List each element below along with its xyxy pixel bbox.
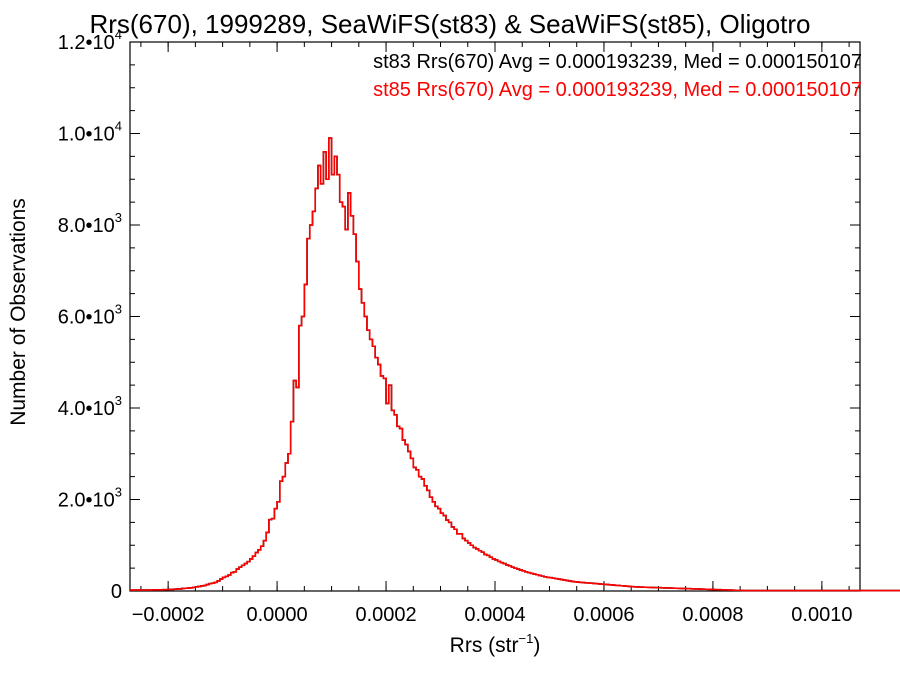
series-layer bbox=[130, 137, 900, 592]
x-axis-label: Rrs (str−1) bbox=[450, 631, 541, 657]
x-tick-label: 0.0010 bbox=[791, 604, 852, 626]
x-tick-label: 0.0000 bbox=[247, 604, 308, 626]
x-tick-label: 0.0006 bbox=[573, 604, 634, 626]
y-tick-label: 4.0•103 bbox=[58, 393, 122, 420]
chart-title: Rrs(670), 1999289, SeaWiFS(st83) & SeaWi… bbox=[89, 9, 810, 39]
stats-annotation-st85: st85 Rrs(670) Avg = 0.000193239, Med = 0… bbox=[373, 79, 862, 101]
histogram-series-st83 bbox=[130, 137, 900, 592]
y-tick-label: 6.0•103 bbox=[58, 302, 122, 329]
y-axis-label: Number of Observations bbox=[7, 198, 30, 426]
plot-frame bbox=[129, 41, 861, 592]
y-axis: 0 2.0•103 4.0•103 6.0•103 8.0•103 1.0•104 1.2•… bbox=[58, 27, 860, 603]
x-tick-label: 0.0002 bbox=[355, 604, 416, 626]
x-axis-label-text: Rrs (str bbox=[450, 634, 519, 657]
x-tick-label: −0.0002 bbox=[132, 604, 205, 626]
x-axis-label-superscript: −1 bbox=[519, 631, 534, 646]
x-tick-label: 0.0008 bbox=[682, 604, 743, 626]
histogram-series-st85 bbox=[130, 137, 900, 592]
plot-area: −0.0002 0.0000 0.0002 0.0004 0.0006 0.0008 0.0… bbox=[58, 27, 900, 626]
y-tick-label: 8.0•103 bbox=[58, 210, 122, 237]
x-axis: −0.0002 0.0000 0.0002 0.0004 0.0006 0.0008 0.0… bbox=[132, 42, 852, 626]
y-tick-label: 1.0•104 bbox=[58, 119, 122, 146]
y-tick-label: 0 bbox=[111, 581, 122, 603]
y-tick-label: 2.0•103 bbox=[58, 485, 122, 512]
x-tick-label: 0.0004 bbox=[464, 604, 525, 626]
x-axis-label-close: ) bbox=[533, 634, 540, 657]
stats-annotation-st83: st83 Rrs(670) Avg = 0.000193239, Med = 0… bbox=[373, 51, 862, 73]
y-tick-label: 1.2•104 bbox=[58, 27, 122, 54]
